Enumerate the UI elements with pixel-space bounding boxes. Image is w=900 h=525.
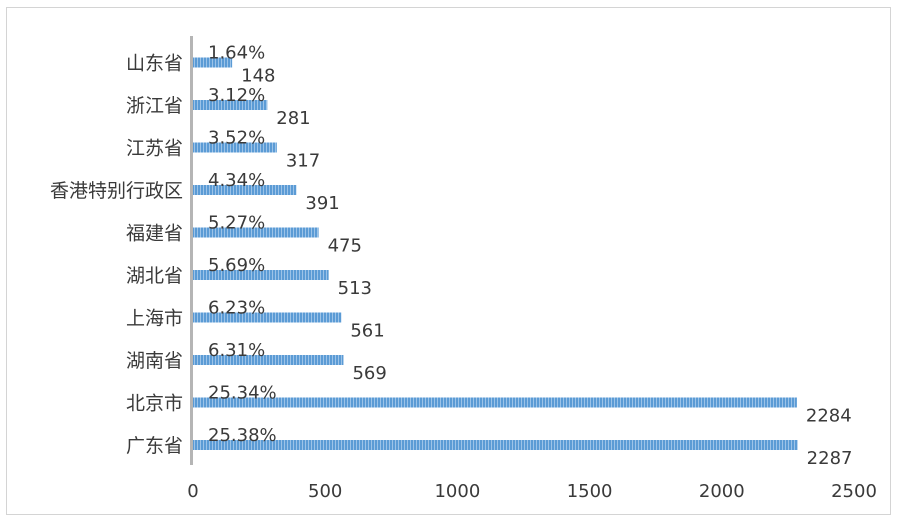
x-tick-label: 1000 — [434, 481, 480, 502]
bar-7 — [193, 142, 277, 153]
bar-3 — [193, 312, 342, 323]
percent-label: 1.64% — [208, 43, 265, 64]
value-label: 2284 — [806, 406, 852, 427]
percent-label: 3.12% — [208, 85, 265, 106]
category-label: 山东省 — [126, 53, 183, 75]
category-label: 北京市 — [126, 393, 183, 415]
value-label: 148 — [241, 66, 275, 87]
x-tick-label: 1500 — [567, 481, 613, 502]
category-label: 福建省 — [126, 223, 183, 245]
bar-4 — [193, 270, 329, 280]
category-label: 江苏省 — [126, 138, 183, 160]
category-label: 湖南省 — [126, 350, 183, 372]
bar-1 — [193, 397, 797, 408]
x-tick-label: 0 — [187, 481, 198, 502]
percent-label: 5.69% — [208, 255, 265, 276]
category-label: 上海市 — [126, 308, 183, 330]
x-tick-label: 500 — [308, 481, 342, 502]
bar-6 — [193, 185, 297, 195]
value-label: 281 — [276, 108, 310, 129]
value-label: 561 — [350, 321, 384, 342]
bar-2 — [193, 355, 344, 365]
x-tick-label: 2000 — [699, 481, 745, 502]
percent-label: 5.27% — [208, 213, 265, 234]
value-label: 317 — [286, 151, 320, 172]
category-label: 湖北省 — [126, 265, 183, 287]
percent-label: 25.34% — [208, 383, 277, 404]
bar-9 — [193, 57, 233, 68]
category-label: 浙江省 — [126, 95, 183, 117]
value-label: 569 — [352, 363, 386, 384]
bar-5 — [193, 227, 319, 238]
category-label: 香港特别行政区 — [50, 180, 183, 202]
percent-label: 6.31% — [208, 340, 265, 361]
category-label: 广东省 — [126, 435, 183, 457]
percent-label: 25.38% — [208, 425, 277, 446]
value-label: 475 — [328, 236, 362, 257]
value-label: 391 — [305, 193, 339, 214]
x-tick-label: 2500 — [831, 481, 877, 502]
value-label: 513 — [338, 278, 372, 299]
percent-label: 6.23% — [208, 298, 265, 319]
value-label: 2287 — [807, 448, 853, 469]
percent-label: 4.34% — [208, 170, 265, 191]
percent-label: 3.52% — [208, 128, 265, 149]
bar-0 — [193, 440, 798, 450]
chart-frame — [6, 7, 891, 515]
bar-8 — [193, 100, 268, 110]
